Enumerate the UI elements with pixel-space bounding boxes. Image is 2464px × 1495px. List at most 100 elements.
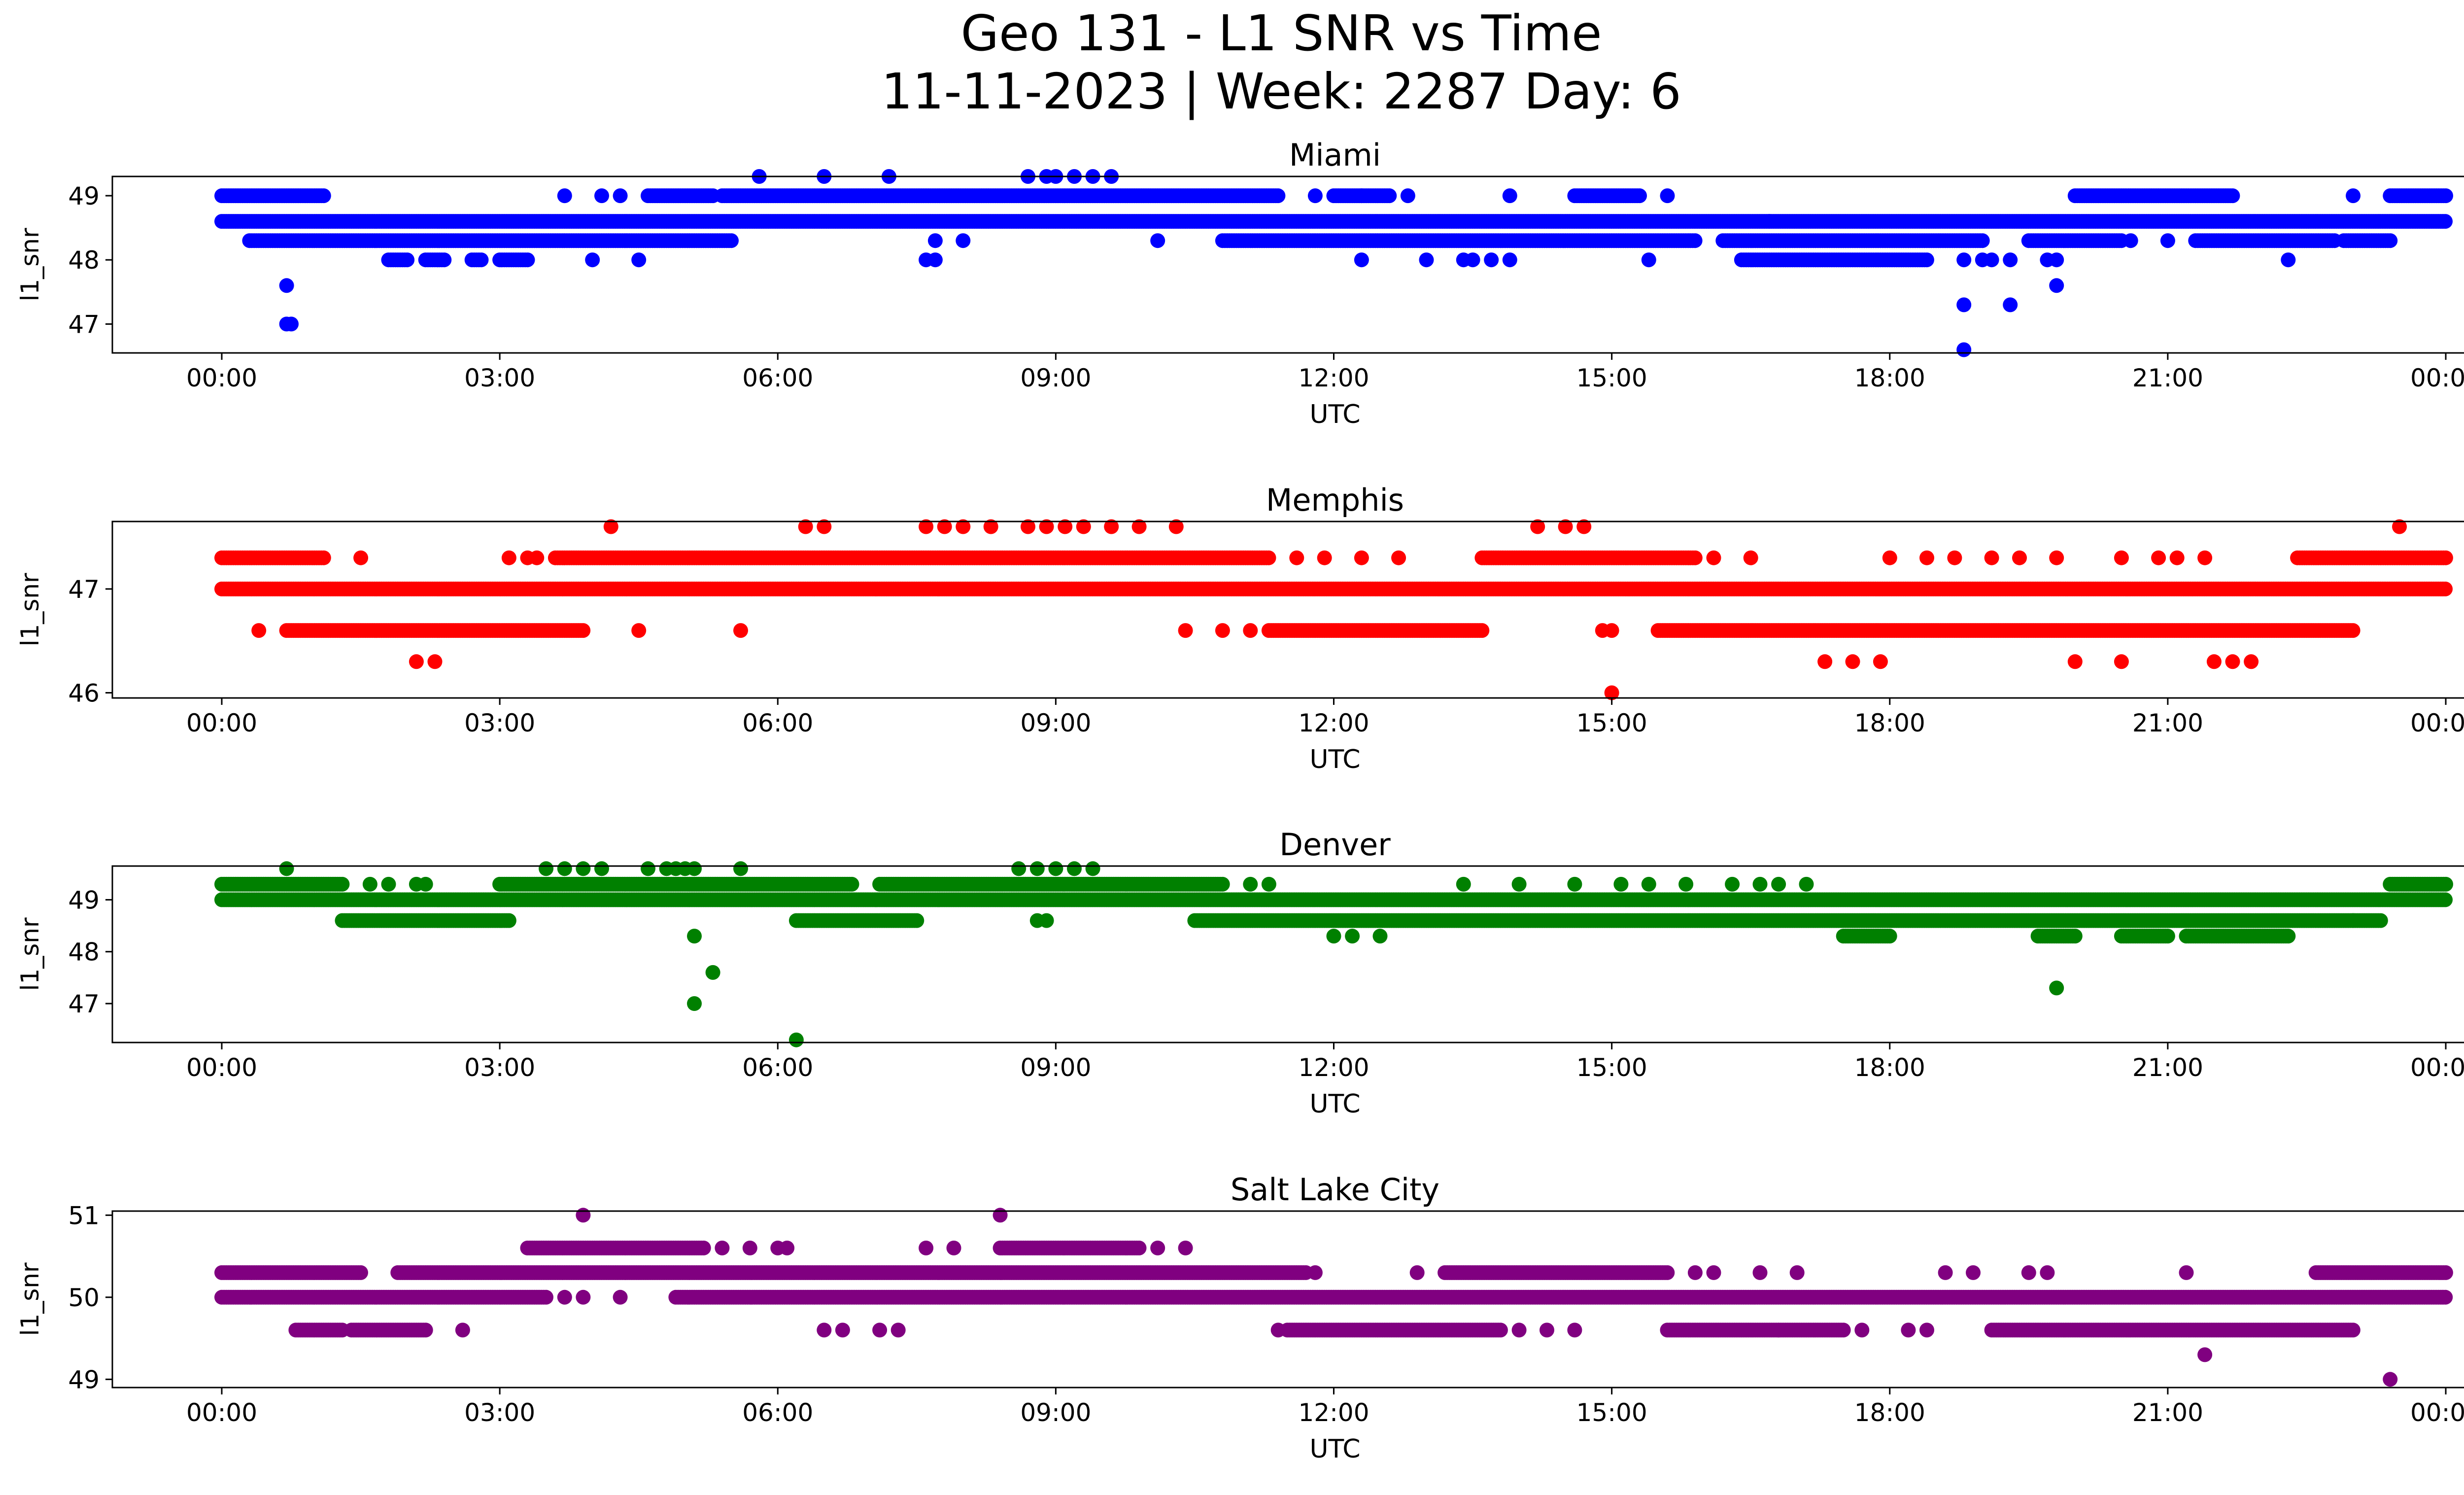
data-point (1632, 188, 1647, 204)
data-point (2049, 278, 2064, 293)
data-point (2049, 550, 2064, 565)
x-axis-label: UTC (1309, 745, 1360, 774)
subplot-title: Memphis (1266, 482, 1404, 518)
data-point (1660, 188, 1675, 204)
data-point (1604, 623, 1619, 638)
data-point (2225, 188, 2240, 204)
data-point (1873, 654, 1888, 669)
data-point (279, 278, 294, 293)
data-point (2438, 581, 2453, 596)
data-point (1307, 188, 1323, 204)
x-tick-label: 00:00 (186, 709, 257, 737)
data-point (1984, 550, 1999, 565)
data-point (1354, 550, 1369, 565)
data-point (1465, 252, 1480, 268)
data-point (2114, 550, 2129, 565)
data-point (400, 252, 415, 268)
x-tick-label: 15:00 (1576, 709, 1647, 737)
data-point (529, 550, 545, 565)
data-point (2151, 550, 2166, 565)
x-tick-label: 00:00 (2410, 709, 2464, 737)
data-point (1919, 252, 1934, 268)
data-point (2197, 550, 2213, 565)
data-point (2169, 550, 2185, 565)
data-point (1243, 623, 1258, 638)
data-point (1882, 550, 1897, 565)
x-tick-label: 06:00 (742, 709, 813, 737)
data-point (1956, 342, 1972, 357)
y-tick-label: 48 (68, 246, 100, 275)
y-tick-label: 46 (68, 679, 100, 707)
y-axis-label: l1_snr (16, 228, 44, 301)
x-tick-label: 09:00 (1020, 709, 1091, 737)
data-point (2067, 654, 2083, 669)
data-point (1400, 188, 1415, 204)
data-point (353, 550, 369, 565)
data-point (2438, 214, 2453, 229)
data-point (1743, 550, 1758, 565)
data-point (316, 550, 331, 565)
data-point (1919, 550, 1934, 565)
data-point (1484, 252, 1499, 268)
figure-title-line2: 11-11-2023 | Week: 2287 Day: 6 (881, 63, 1681, 120)
subplot-title: Miami (1289, 137, 1381, 173)
data-point (724, 233, 739, 248)
data-point (1178, 623, 1193, 638)
data-point (594, 188, 609, 204)
data-point (1474, 623, 1490, 638)
x-tick-label: 03:00 (464, 709, 535, 737)
figure-title-line1: Geo 131 - L1 SNR vs Time (961, 4, 1602, 62)
data-point (1502, 252, 1517, 268)
y-tick-label: 47 (68, 575, 100, 604)
data-point (2003, 297, 2018, 313)
x-tick-label: 06:00 (742, 364, 813, 392)
data-point (1956, 252, 1972, 268)
data-point (501, 550, 516, 565)
data-point (409, 654, 424, 669)
data-point (1150, 233, 1165, 248)
x-tick-label: 18:00 (1854, 364, 1925, 392)
data-point (2206, 654, 2222, 669)
x-tick-label: 03:00 (464, 364, 535, 392)
data-point (1261, 550, 1276, 565)
data-point (927, 252, 943, 268)
data-point (1956, 297, 1972, 313)
data-point (2345, 623, 2361, 638)
x-tick-label: 00:00 (2410, 364, 2464, 392)
data-point (1706, 550, 1721, 565)
data-point (474, 252, 489, 268)
x-tick-label: 15:00 (1576, 364, 1647, 392)
data-point (1354, 252, 1369, 268)
data-point (631, 623, 647, 638)
data-point (1947, 550, 1962, 565)
y-axis-label: l1_snr (16, 573, 44, 646)
data-point (1975, 233, 1990, 248)
x-tick-label: 00:00 (186, 364, 257, 392)
data-point (2160, 233, 2175, 248)
series-markers (214, 169, 2453, 357)
x-tick-label: 21:00 (2132, 364, 2203, 392)
x-tick-label: 18:00 (1854, 709, 1925, 737)
x-tick-label: 12:00 (1298, 364, 1369, 392)
data-point (2438, 188, 2453, 204)
data-point (2383, 233, 2398, 248)
data-point (956, 233, 971, 248)
x-tick-label: 21:00 (2132, 709, 2203, 737)
data-point (1391, 550, 1406, 565)
data-point (1817, 654, 1833, 669)
data-point (1270, 188, 1286, 204)
data-point (1382, 188, 1397, 204)
data-point (284, 316, 299, 332)
data-point (2244, 654, 2259, 669)
data-point (437, 252, 452, 268)
data-point (251, 623, 267, 638)
data-point (1354, 188, 1369, 204)
y-tick-label: 47 (68, 310, 100, 339)
data-point (427, 654, 443, 669)
data-point (1687, 233, 1703, 248)
data-point (2123, 233, 2138, 248)
data-point (927, 233, 943, 248)
data-point (1641, 252, 1656, 268)
data-point (2114, 654, 2129, 669)
